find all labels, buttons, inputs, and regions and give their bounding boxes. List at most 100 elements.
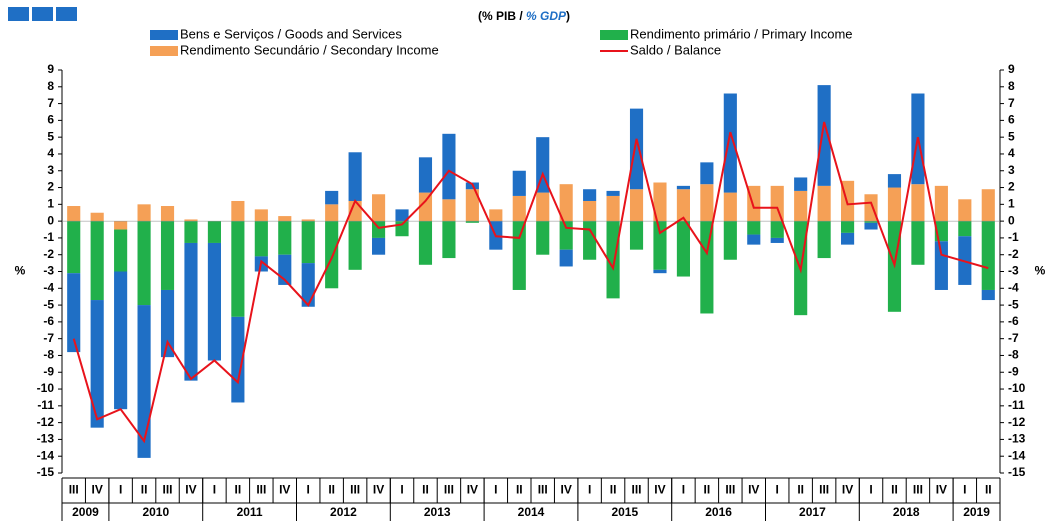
bar bbox=[90, 212, 104, 222]
x-tick-label: III bbox=[819, 483, 829, 497]
bar bbox=[981, 221, 995, 290]
bar bbox=[794, 177, 808, 191]
bar bbox=[512, 221, 526, 290]
bar bbox=[184, 242, 198, 381]
y-tick-label: -13 bbox=[37, 432, 55, 446]
bar bbox=[606, 190, 620, 196]
y-axis-label: % bbox=[15, 264, 26, 278]
bar bbox=[817, 221, 831, 259]
bar bbox=[747, 234, 761, 245]
bar bbox=[231, 200, 245, 222]
x-tick-label: IV bbox=[279, 483, 290, 497]
year-label: 2009 bbox=[72, 505, 99, 519]
subtitle: (% PIB / % GDP) bbox=[478, 9, 570, 23]
x-tick-label: III bbox=[69, 483, 79, 497]
bar bbox=[536, 137, 550, 193]
bar bbox=[67, 221, 81, 274]
year-label: 2011 bbox=[237, 505, 263, 519]
bar bbox=[348, 221, 362, 270]
x-tick-label: IV bbox=[92, 483, 103, 497]
bar bbox=[629, 221, 644, 250]
legend-label: Rendimento Secundário / Secondary Income bbox=[180, 42, 439, 57]
year-label: 2012 bbox=[330, 505, 357, 519]
x-tick-label: IV bbox=[185, 483, 196, 497]
y2-tick-label: -5 bbox=[1008, 297, 1019, 311]
y2-tick-label: -7 bbox=[1008, 331, 1019, 345]
x-tick-label: III bbox=[725, 483, 735, 497]
bar bbox=[184, 221, 198, 243]
legend-swatch bbox=[150, 46, 178, 56]
y2-tick-label: 4 bbox=[1008, 146, 1015, 160]
subtitle-part: % GDP bbox=[526, 9, 567, 23]
y2-tick-label: -13 bbox=[1008, 432, 1026, 446]
bar bbox=[465, 189, 479, 222]
y2-tick-label: -14 bbox=[1008, 448, 1026, 462]
y2-tick-label: -12 bbox=[1008, 415, 1026, 429]
bar bbox=[958, 199, 972, 222]
x-tick-label: I bbox=[307, 483, 310, 497]
logo-block bbox=[32, 7, 53, 21]
bar bbox=[278, 221, 292, 255]
y-tick-label: -7 bbox=[43, 331, 54, 345]
bar bbox=[465, 221, 479, 223]
y2-tick-label: -1 bbox=[1008, 230, 1019, 244]
bar bbox=[629, 108, 644, 190]
y2-tick-label: -2 bbox=[1008, 247, 1019, 261]
bar bbox=[958, 221, 972, 237]
y2-tick-label: 9 bbox=[1008, 62, 1015, 76]
y-tick-label: 9 bbox=[47, 62, 54, 76]
year-label: 2017 bbox=[799, 505, 826, 519]
y-tick-label: 6 bbox=[47, 113, 54, 127]
bar bbox=[887, 187, 902, 222]
legend-label: Rendimento primário / Primary Income bbox=[630, 26, 853, 41]
bar bbox=[981, 289, 995, 301]
x-tick-label: III bbox=[256, 483, 266, 497]
x-tick-label: I bbox=[588, 483, 591, 497]
x-tick-label: II bbox=[985, 483, 992, 497]
x-tick-label: III bbox=[350, 483, 360, 497]
bar bbox=[887, 174, 902, 188]
bar bbox=[536, 221, 550, 255]
y-tick-label: -11 bbox=[37, 398, 54, 412]
bar bbox=[911, 184, 925, 222]
bar bbox=[160, 206, 175, 222]
x-tick-label: II bbox=[422, 483, 429, 497]
legend-label: Saldo / Balance bbox=[630, 42, 721, 57]
y2-tick-label: 2 bbox=[1008, 180, 1015, 194]
x-tick-label: II bbox=[235, 483, 242, 497]
year-label: 2016 bbox=[705, 505, 732, 519]
bar bbox=[723, 192, 737, 222]
bar bbox=[934, 185, 948, 222]
bar bbox=[770, 221, 784, 238]
bar bbox=[207, 221, 221, 243]
y2-tick-label: 3 bbox=[1008, 163, 1015, 177]
bar bbox=[254, 221, 268, 257]
x-tick-label: IV bbox=[748, 483, 759, 497]
y2-tick-label: 6 bbox=[1008, 113, 1015, 127]
y-tick-label: -4 bbox=[43, 280, 54, 294]
bar bbox=[442, 199, 456, 222]
bar bbox=[442, 133, 456, 200]
logo-block bbox=[8, 7, 29, 21]
y-tick-label: 0 bbox=[47, 213, 54, 227]
y-tick-label: 4 bbox=[47, 146, 54, 160]
y2-axis-label: % bbox=[1035, 264, 1046, 278]
bar bbox=[278, 216, 292, 222]
bar bbox=[653, 269, 667, 274]
y-tick-label: -9 bbox=[43, 364, 54, 378]
y-tick-label: 5 bbox=[47, 129, 54, 143]
x-tick-label: I bbox=[776, 483, 779, 497]
bar bbox=[184, 219, 198, 222]
bar bbox=[770, 237, 784, 243]
x-tick-label: III bbox=[163, 483, 173, 497]
bar bbox=[489, 209, 503, 222]
year-label: 2018 bbox=[893, 505, 920, 519]
x-tick-label: III bbox=[538, 483, 548, 497]
x-tick-label: I bbox=[213, 483, 216, 497]
bar bbox=[512, 195, 526, 222]
logo-block bbox=[56, 7, 77, 21]
y2-tick-label: 0 bbox=[1008, 213, 1015, 227]
bar bbox=[583, 200, 597, 222]
year-label: 2015 bbox=[611, 505, 638, 519]
